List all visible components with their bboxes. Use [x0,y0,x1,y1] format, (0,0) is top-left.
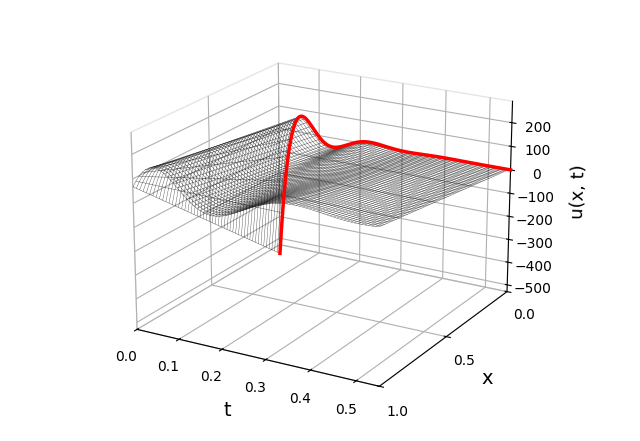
X-axis label: t: t [224,401,232,420]
Y-axis label: x: x [482,369,493,388]
